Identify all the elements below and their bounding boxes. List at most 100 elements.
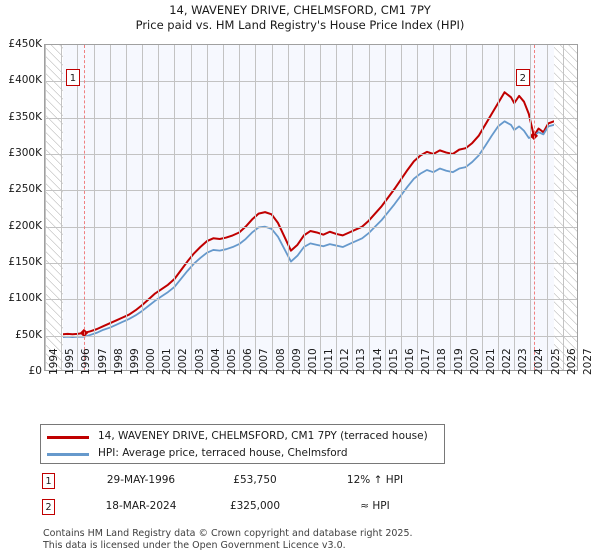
gridline-horizontal <box>45 299 577 300</box>
y-axis-tick-label: £0 <box>28 365 42 377</box>
gridline-vertical <box>142 45 143 370</box>
x-axis-tick-label: 2003 <box>193 348 206 375</box>
legend-item-price-paid: 14, WAVENEY DRIVE, CHELMSFORD, CM1 7PY (… <box>41 428 444 446</box>
plot-event-marker-1: 1 <box>65 69 80 86</box>
x-axis-tick-label: 2017 <box>420 348 433 375</box>
gridline-vertical <box>466 45 467 370</box>
gridline-vertical <box>45 45 46 370</box>
gridline-vertical <box>336 45 337 370</box>
transaction-hpi-delta-2: ≈ HPI <box>360 500 390 512</box>
x-axis-tick-label: 2005 <box>226 348 238 375</box>
transaction-marker-1: 1 <box>42 473 55 489</box>
x-axis-tick-label: 2008 <box>274 348 287 375</box>
gridline-vertical <box>126 45 127 370</box>
gridline-vertical <box>272 45 273 370</box>
x-axis-tick-label: 2002 <box>177 348 190 375</box>
gridline-vertical <box>255 45 256 370</box>
x-axis-tick-label: 1994 <box>48 348 60 375</box>
x-axis-tick-label: 2016 <box>404 348 416 375</box>
x-axis-tick-label: 2019 <box>452 348 465 375</box>
table-row: 2 18-MAR-2024 £325,000 ≈ HPI <box>40 498 460 524</box>
x-axis-tick-label: 2023 <box>517 348 530 375</box>
chart-subtitle: Price paid vs. HM Land Registry's House … <box>135 18 465 32</box>
gridline-vertical <box>207 45 208 370</box>
gridline-vertical <box>369 45 370 370</box>
gridline-vertical <box>288 45 289 370</box>
y-axis-tick-label: £450K <box>8 38 42 50</box>
transactions-table: 1 29-MAY-1996 £53,750 12% ↑ HPI 2 18-MAR… <box>40 472 460 524</box>
x-axis-tick-label: 1997 <box>96 348 109 375</box>
x-axis-tick-label: 2009 <box>290 348 303 375</box>
gridline-horizontal <box>45 263 577 264</box>
y-axis-tick-label: £100K <box>8 292 42 305</box>
transaction-marker-2: 2 <box>42 499 55 515</box>
gridline-vertical <box>320 45 321 370</box>
gridline-vertical <box>417 45 418 370</box>
gridline-vertical <box>223 45 224 370</box>
gridline-horizontal <box>45 190 577 191</box>
gridline-vertical <box>174 45 175 370</box>
gridline-vertical <box>158 45 159 370</box>
gridline-vertical <box>385 45 386 370</box>
x-axis-tick-label: 2013 <box>355 348 368 375</box>
gridline-vertical <box>563 45 564 370</box>
footer-attribution: Contains HM Land Registry data © Crown c… <box>43 528 583 551</box>
x-axis-tick-label: 2015 <box>387 348 400 375</box>
x-axis-tick-label: 2022 <box>501 348 514 375</box>
x-axis-tick-label: 2026 <box>565 348 578 375</box>
legend-label-price-paid: 14, WAVENEY DRIVE, CHELMSFORD, CM1 7PY (… <box>98 430 428 442</box>
gridline-vertical <box>433 45 434 370</box>
x-axis-tick-label: 2000 <box>145 348 158 375</box>
legend-item-hpi: HPI: Average price, terraced house, Chel… <box>41 445 444 463</box>
transaction-price-1: £53,750 <box>233 474 277 486</box>
y-axis-tick-label: £200K <box>8 219 42 232</box>
y-axis: £0 £50K £100K £150K £200K £250K £300K £350K £400… <box>0 0 42 560</box>
gridline-horizontal <box>45 118 577 119</box>
no-data-region-2 <box>553 45 577 370</box>
x-axis-tick-label: 2021 <box>484 348 497 375</box>
y-axis-tick-label: £350K <box>8 110 42 123</box>
x-axis-tick-label: 2027 <box>582 348 594 375</box>
x-axis-tick-label: 2004 <box>209 348 222 375</box>
gridline-horizontal <box>45 154 577 155</box>
transaction-hpi-delta-1: 12% ↑ HPI <box>346 474 404 486</box>
x-axis-tick-label: 2007 <box>258 348 271 375</box>
gridline-horizontal <box>45 227 577 228</box>
gridline-vertical <box>514 45 515 370</box>
x-axis-tick-label: 2018 <box>436 348 449 375</box>
x-axis-tick-label: 2014 <box>371 348 384 375</box>
gridline-horizontal <box>45 81 577 82</box>
gridline-vertical <box>239 45 240 370</box>
x-axis-tick-label: 2024 <box>533 348 546 375</box>
page-title: 14, WAVENEY DRIVE, CHELMSFORD, CM1 7PY P… <box>0 3 600 33</box>
y-axis-tick-label: £50K <box>15 328 42 341</box>
gridline-vertical <box>110 45 111 370</box>
chart-legend: 14, WAVENEY DRIVE, CHELMSFORD, CM1 7PY (… <box>40 424 445 464</box>
gridline-vertical <box>61 45 62 370</box>
x-axis-tick-label: 2020 <box>468 348 481 375</box>
no-data-region-1 <box>45 45 63 370</box>
gridline-vertical <box>401 45 402 370</box>
series-line-hpi <box>61 120 555 339</box>
transaction-price-2: £325,000 <box>229 500 281 512</box>
gridline-vertical <box>77 45 78 370</box>
series-line-price-paid <box>61 91 555 336</box>
gridline-vertical <box>94 45 95 370</box>
chart-title: 14, WAVENEY DRIVE, CHELMSFORD, CM1 7PY <box>169 3 431 17</box>
footer-line-copyright: Contains HM Land Registry data © Crown c… <box>43 528 413 539</box>
gridline-vertical <box>450 45 451 370</box>
x-axis-tick-label: 1998 <box>112 348 125 375</box>
footer-line-licence: This data is licensed under the Open Gov… <box>43 539 346 551</box>
y-axis-tick-label: £300K <box>8 147 42 159</box>
legend-label-hpi: HPI: Average price, terraced house, Chel… <box>98 447 348 459</box>
x-axis-tick-label: 1996 <box>80 348 93 375</box>
x-axis-tick-label: 1999 <box>128 348 141 375</box>
gridline-vertical <box>498 45 499 370</box>
transaction-date-2: 18-MAR-2024 <box>105 500 177 512</box>
x-axis-tick-label: 2006 <box>242 348 255 375</box>
gridline-vertical <box>191 45 192 370</box>
gridline-vertical <box>547 45 548 370</box>
legend-swatch-price-paid <box>47 436 89 439</box>
y-axis-tick-label: £150K <box>8 256 42 268</box>
